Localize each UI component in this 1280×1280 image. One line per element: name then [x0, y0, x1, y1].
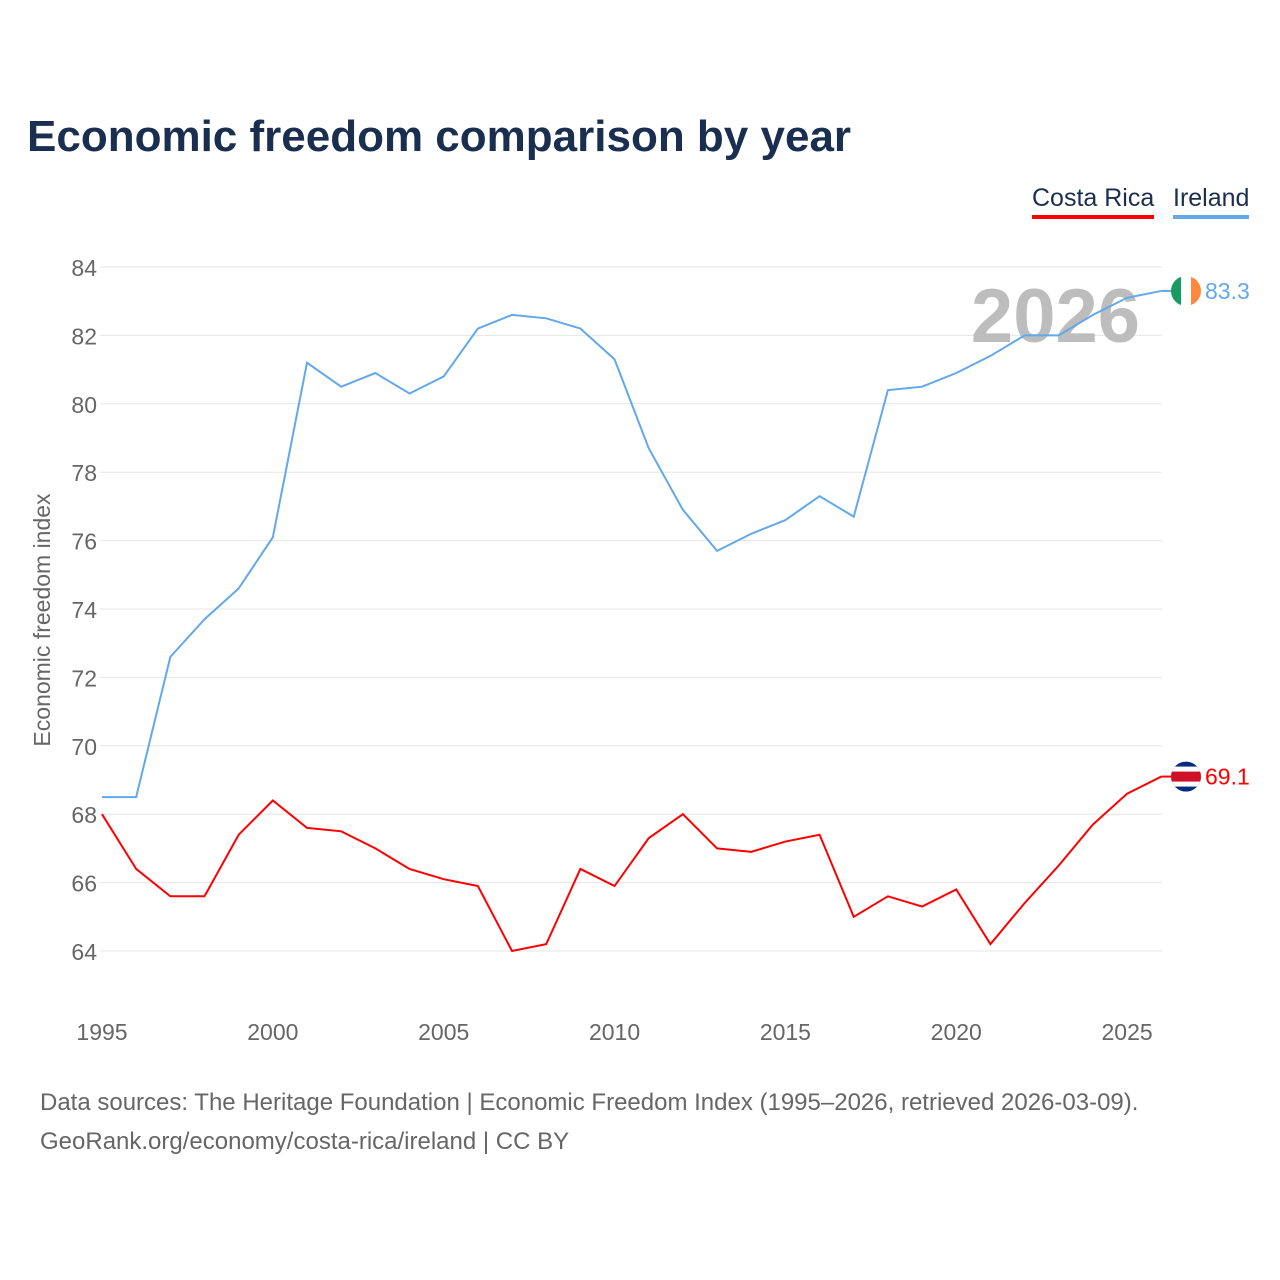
ireland-flag-icon — [1171, 275, 1201, 306]
data-point — [544, 942, 548, 946]
data-point — [100, 795, 104, 799]
data-point — [408, 867, 412, 871]
y-tick-label: 74 — [71, 597, 97, 623]
data-point — [647, 836, 651, 840]
data-point — [681, 508, 685, 512]
legend-ireland[interactable]: Ireland — [1173, 184, 1250, 219]
data-point — [886, 894, 890, 898]
series-line-costa-rica — [101, 775, 1162, 953]
data-point — [749, 532, 753, 536]
data-point — [1091, 822, 1095, 826]
x-tick-label: 2015 — [760, 1019, 811, 1045]
data-point — [749, 850, 753, 854]
x-tick-label: 2010 — [589, 1019, 640, 1045]
data-point — [237, 833, 241, 837]
data-point — [852, 515, 856, 519]
data-point — [476, 884, 480, 888]
data-point — [613, 884, 617, 888]
y-tick-label: 78 — [71, 460, 97, 486]
data-point — [305, 826, 309, 830]
y-tick-label: 76 — [71, 529, 97, 555]
data-point — [134, 795, 138, 799]
data-point — [681, 812, 685, 816]
data-point — [271, 535, 275, 539]
line-chart: 64 66 68 70 72 74 76 78 80 82 84 1995 2000 2005 2010 20… — [29, 255, 1250, 1045]
series-line-ireland — [102, 289, 1162, 799]
legend-costa-rica[interactable]: Costa Rica — [1032, 184, 1155, 219]
data-point — [373, 846, 377, 850]
data-point — [544, 316, 548, 320]
data-point — [647, 446, 651, 450]
data-point — [920, 905, 924, 909]
x-tick-label: 2020 — [931, 1019, 982, 1045]
data-point — [1057, 864, 1061, 868]
data-point — [373, 371, 377, 375]
data-point — [134, 867, 138, 871]
data-point — [100, 812, 104, 816]
data-point — [442, 374, 446, 378]
data-point — [305, 361, 309, 365]
x-tick-label: 1995 — [76, 1019, 127, 1045]
data-point — [715, 549, 719, 553]
x-tick-label: 2025 — [1102, 1019, 1153, 1045]
data-point — [920, 385, 924, 389]
data-point — [1023, 901, 1027, 905]
data-point — [1091, 313, 1095, 317]
year-watermark: 2026 — [971, 274, 1140, 359]
data-point — [510, 313, 514, 317]
x-tick-label: 2000 — [247, 1019, 298, 1045]
data-point — [613, 357, 617, 361]
data-point — [339, 385, 343, 389]
data-point — [203, 894, 207, 898]
data-point — [442, 877, 446, 881]
y-tick-label: 84 — [71, 255, 97, 281]
y-axis-label: Economic freedom index — [29, 493, 55, 747]
data-point — [168, 655, 172, 659]
data-point — [339, 829, 343, 833]
source-line-1: Data sources: The Heritage Foundation | … — [40, 1089, 1139, 1116]
data-point — [1125, 296, 1129, 300]
data-point — [510, 949, 514, 953]
data-point — [578, 867, 582, 871]
chart-title: Economic freedom comparison by year — [27, 112, 852, 161]
data-point — [818, 833, 822, 837]
data-point — [886, 388, 890, 392]
y-tick-label: 72 — [71, 665, 97, 691]
data-point — [271, 799, 275, 803]
data-point — [954, 887, 958, 891]
data-point — [476, 327, 480, 331]
data-point — [783, 518, 787, 522]
x-tick-label: 2005 — [418, 1019, 469, 1045]
end-value-label: 69.1 — [1205, 764, 1250, 790]
data-point — [408, 392, 412, 396]
y-tick-label: 68 — [71, 802, 97, 828]
costa-rica-flag-icon — [1171, 761, 1201, 792]
y-tick-label: 66 — [71, 871, 97, 897]
data-point — [237, 586, 241, 590]
data-point — [168, 894, 172, 898]
data-point — [852, 915, 856, 919]
data-point — [783, 840, 787, 844]
end-value-label: 83.3 — [1205, 278, 1250, 304]
y-tick-label: 64 — [71, 939, 97, 965]
source-line-2: GeoRank.org/economy/costa-rica/ireland |… — [40, 1128, 570, 1155]
data-point — [578, 327, 582, 331]
data-point — [1023, 333, 1027, 337]
y-tick-label: 70 — [71, 734, 97, 760]
data-point — [203, 617, 207, 621]
data-point — [1057, 333, 1061, 337]
data-point — [1125, 792, 1129, 796]
y-tick-label: 80 — [71, 392, 97, 418]
data-point — [988, 354, 992, 358]
data-point — [954, 371, 958, 375]
data-point — [818, 494, 822, 498]
data-point — [988, 942, 992, 946]
y-tick-label: 82 — [71, 323, 97, 349]
data-point — [715, 846, 719, 850]
